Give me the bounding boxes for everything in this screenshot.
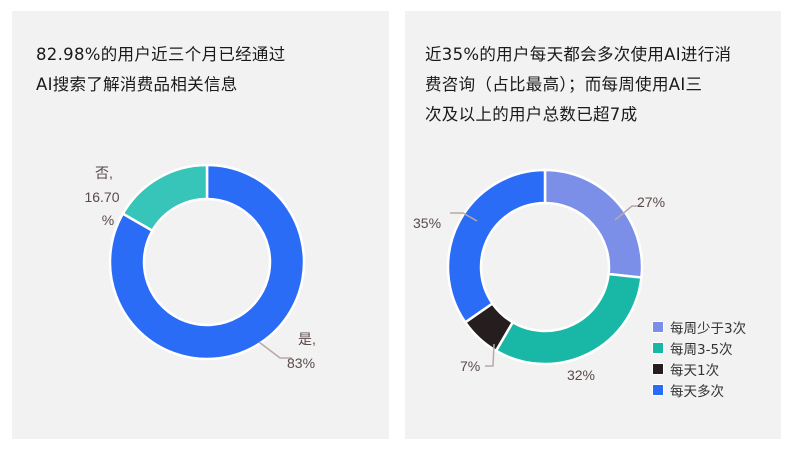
data-label: 35% xyxy=(413,215,441,231)
leader-line xyxy=(450,212,478,222)
data-label: 32% xyxy=(567,367,595,383)
leader-line xyxy=(614,205,642,221)
legend-item: 每周3-5次 xyxy=(652,337,746,358)
donut-slice xyxy=(108,163,306,361)
chart-panel-ai-usage-frequency: 近35%的用户每天都会多次使用AI进行消 费咨询（占比最高）；而每周使用AI三 … xyxy=(405,11,781,439)
legend-item: 每天1次 xyxy=(652,358,746,379)
data-label: % xyxy=(102,212,114,228)
chart-title: 82.98%的用户近三个月已经通过 AI搜索了解消费品相关信息 xyxy=(36,40,376,100)
leader-line xyxy=(485,343,495,367)
chart-title: 近35%的用户每天都会多次使用AI进行消 费咨询（占比最高）；而每周使用AI三 … xyxy=(425,40,775,130)
legend-label: 每周3-5次 xyxy=(670,341,733,358)
legend-label: 每周少于3次 xyxy=(670,320,747,337)
legend-item: 每周少于3次 xyxy=(652,316,746,337)
title-line: AI搜索了解消费品相关信息 xyxy=(36,75,238,94)
donut-slice xyxy=(543,168,644,279)
donut-slice xyxy=(446,168,547,325)
data-label: 是, xyxy=(298,331,316,347)
donut-slice xyxy=(494,272,643,366)
data-label: 16.70 xyxy=(84,189,119,205)
legend-label: 每天多次 xyxy=(670,383,724,400)
donut-chart-right: 27% 32% 7% 35% xyxy=(413,168,665,383)
data-label: 7% xyxy=(460,358,480,374)
donut-chart-left: 是, 83% 否, 16.70% xyxy=(84,163,316,371)
data-label: 否, xyxy=(95,165,113,181)
title-line: 次及以上的用户总数已超7成 xyxy=(425,105,638,124)
data-label: 83% xyxy=(287,355,315,371)
data-label: 27% xyxy=(637,194,665,210)
legend-swatch xyxy=(652,383,664,396)
legend-label: 每天1次 xyxy=(670,362,720,379)
leader-line xyxy=(258,341,292,359)
title-line: 82.98%的用户近三个月已经通过 xyxy=(36,45,286,64)
chart-legend: 每周少于3次 每周3-5次 每天1次 每天多次 xyxy=(652,316,746,400)
title-line: 费咨询（占比最高）；而每周使用AI三 xyxy=(425,75,703,94)
legend-item: 每天多次 xyxy=(652,379,746,400)
legend-swatch xyxy=(652,341,664,354)
legend-swatch xyxy=(652,362,664,375)
donut-slice xyxy=(121,163,209,233)
legend-swatch xyxy=(652,320,664,333)
chart-panel-ai-search-usage: 82.98%的用户近三个月已经通过 AI搜索了解消费品相关信息 是, 83% 否, 1… xyxy=(12,11,389,439)
title-line: 近35%的用户每天都会多次使用AI进行消 xyxy=(425,45,732,64)
